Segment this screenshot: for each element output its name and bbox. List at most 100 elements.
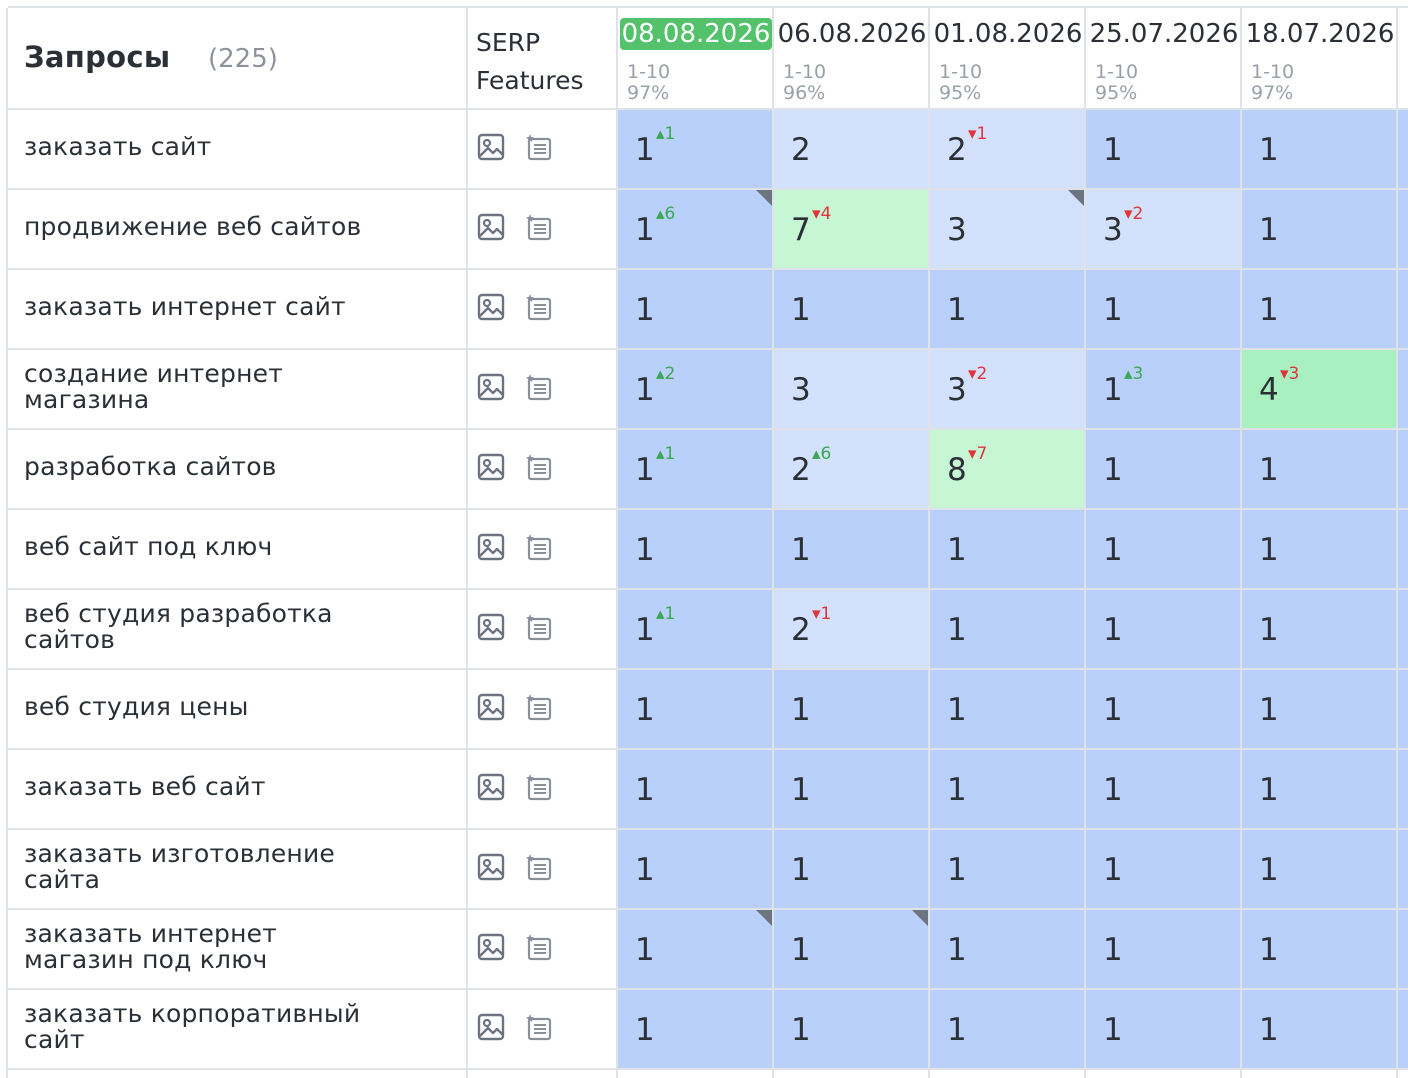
- position-value: 1: [1103, 932, 1123, 968]
- position-cell[interactable]: 1: [774, 830, 928, 908]
- position-cell[interactable]: 1: [930, 830, 1084, 908]
- top10-summary: 1-10 97%: [1251, 62, 1294, 104]
- position-cell[interactable]: 1: [1086, 750, 1240, 828]
- serp-features-cell: [476, 932, 576, 966]
- position-cell[interactable]: 1: [618, 990, 772, 1068]
- date-column-header[interactable]: 06.08.2026: [774, 18, 930, 50]
- position-cell[interactable]: 2 ▴6: [774, 430, 928, 508]
- position-cell[interactable]: 1: [1242, 190, 1396, 268]
- note-corner-marker[interactable]: [756, 190, 772, 206]
- position-cell[interactable]: 2 ▾1: [930, 110, 1084, 188]
- position-value: 1: [1103, 1012, 1123, 1048]
- query-text[interactable]: заказать изготовление сайта: [24, 839, 335, 894]
- position-cell[interactable]: 1: [1086, 910, 1240, 988]
- position-cell[interactable]: 3: [930, 190, 1084, 268]
- note-corner-marker[interactable]: [1068, 190, 1084, 206]
- query-text[interactable]: веб студия разработка сайтов: [24, 599, 333, 654]
- position-cell-next: [1398, 910, 1408, 988]
- position-cell[interactable]: 1: [1086, 110, 1240, 188]
- position-cell[interactable]: 1: [1086, 990, 1240, 1068]
- position-value: 1: [1103, 452, 1123, 488]
- position-value: 1: [947, 1012, 967, 1048]
- position-cell[interactable]: 1: [1242, 990, 1396, 1068]
- position-cell[interactable]: 1: [774, 750, 928, 828]
- position-cell[interactable]: 1: [930, 750, 1084, 828]
- position-cell[interactable]: 1 ▴1: [618, 590, 772, 668]
- position-cell[interactable]: 7 ▾4: [774, 190, 928, 268]
- position-cell[interactable]: 1: [618, 910, 772, 988]
- position-cell[interactable]: 1: [1086, 430, 1240, 508]
- date-label: 18.07.2026: [1245, 19, 1395, 49]
- page-title: Запросы: [24, 40, 171, 74]
- query-text[interactable]: веб студия цены: [24, 692, 249, 721]
- position-cell[interactable]: 1: [618, 750, 772, 828]
- position-cell[interactable]: 1: [774, 990, 928, 1068]
- position-cell[interactable]: 1: [618, 670, 772, 748]
- query-text[interactable]: разработка сайтов: [24, 452, 277, 481]
- position-cell[interactable]: 1: [930, 670, 1084, 748]
- position-cell[interactable]: 2: [774, 110, 928, 188]
- position-cell[interactable]: 1: [618, 830, 772, 908]
- position-cell[interactable]: 1 ▴6: [618, 190, 772, 268]
- note-corner-marker[interactable]: [912, 910, 928, 926]
- serp-features-cell: [476, 212, 576, 246]
- position-cell[interactable]: 1: [774, 270, 928, 348]
- position-cell[interactable]: 1: [618, 510, 772, 588]
- position-cell[interactable]: 1 ▴2: [618, 350, 772, 428]
- position-cell[interactable]: 1: [1242, 750, 1396, 828]
- query-text[interactable]: создание интернет магазина: [24, 359, 283, 414]
- query-text[interactable]: заказать интернет сайт: [24, 292, 346, 321]
- serp-features-cell: [476, 772, 576, 806]
- query-text[interactable]: заказать интернет магазин под ключ: [24, 919, 277, 974]
- position-cell[interactable]: 1 ▴1: [618, 430, 772, 508]
- position-cell[interactable]: 1: [930, 990, 1084, 1068]
- position-cell[interactable]: 8 ▾7: [930, 430, 1084, 508]
- position-cell[interactable]: 3: [774, 350, 928, 428]
- position-cell[interactable]: 1: [618, 270, 772, 348]
- position-cell[interactable]: 3 ▾2: [930, 350, 1084, 428]
- position-value: 3: [1103, 212, 1123, 248]
- position-cell[interactable]: 2 ▾1: [774, 590, 928, 668]
- position-cell[interactable]: 1: [1242, 510, 1396, 588]
- date-column-header[interactable]: 08.08.2026: [618, 18, 774, 50]
- position-cell[interactable]: 1: [1242, 590, 1396, 668]
- position-cell[interactable]: 1: [1086, 670, 1240, 748]
- position-cell[interactable]: 1 ▴1: [618, 110, 772, 188]
- position-cell[interactable]: 1: [1242, 110, 1396, 188]
- position-cell[interactable]: 1 ▴3: [1086, 350, 1240, 428]
- position-value: 1: [1103, 852, 1123, 888]
- query-text[interactable]: заказать сайт: [24, 132, 212, 161]
- position-value: 1: [635, 1012, 655, 1048]
- query-text[interactable]: веб сайт под ключ: [24, 532, 273, 561]
- position-cell[interactable]: 1: [1086, 590, 1240, 668]
- position-value: 1: [947, 772, 967, 808]
- date-column-header[interactable]: 01.08.2026: [930, 18, 1086, 50]
- position-cell[interactable]: 1: [930, 910, 1084, 988]
- position-cell[interactable]: 1: [1242, 430, 1396, 508]
- position-cell[interactable]: 1: [774, 910, 928, 988]
- position-cell[interactable]: 1: [774, 510, 928, 588]
- date-column-header[interactable]: 25.07.2026: [1086, 18, 1242, 50]
- position-cell[interactable]: 1: [774, 670, 928, 748]
- date-column-header[interactable]: 18.07.2026: [1242, 18, 1398, 50]
- position-cell[interactable]: 1: [930, 270, 1084, 348]
- note-corner-marker[interactable]: [756, 910, 772, 926]
- date-label: 08.08.2026: [619, 18, 773, 50]
- position-cell[interactable]: 1: [1242, 270, 1396, 348]
- position-cell[interactable]: 1: [1086, 510, 1240, 588]
- query-text[interactable]: заказать веб сайт: [24, 772, 266, 801]
- position-cell[interactable]: 3 ▾2: [1086, 190, 1240, 268]
- position-cell[interactable]: 1: [1086, 830, 1240, 908]
- position-cell[interactable]: 4 ▾3: [1242, 350, 1396, 428]
- query-text[interactable]: продвижение веб сайтов: [24, 212, 362, 241]
- position-cell[interactable]: 1: [1242, 830, 1396, 908]
- position-cell[interactable]: 1: [930, 590, 1084, 668]
- position-cell[interactable]: 1: [1242, 910, 1396, 988]
- column-divider: [616, 8, 618, 1078]
- position-cell[interactable]: 1: [1086, 270, 1240, 348]
- serp-features-cell: [476, 852, 576, 886]
- query-text[interactable]: заказать корпоративный сайт: [24, 999, 361, 1054]
- position-cell[interactable]: 1: [930, 510, 1084, 588]
- position-value: 1: [791, 532, 811, 568]
- position-cell[interactable]: 1: [1242, 670, 1396, 748]
